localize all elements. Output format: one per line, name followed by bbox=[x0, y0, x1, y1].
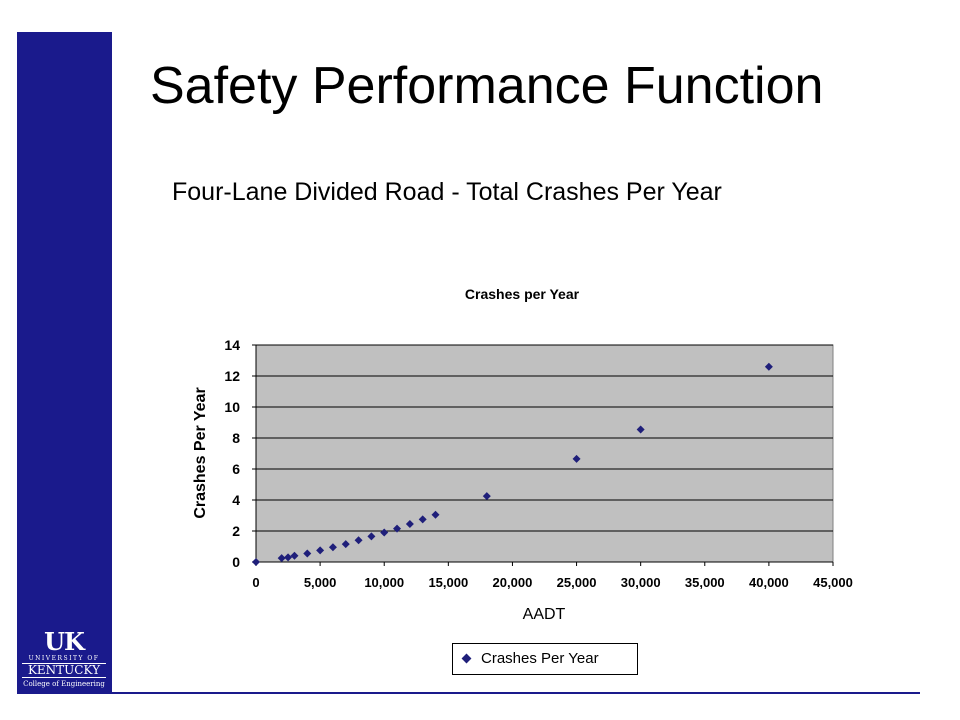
data-point bbox=[277, 554, 286, 563]
data-point bbox=[316, 546, 325, 555]
y-tick-label: 8 bbox=[232, 430, 240, 446]
slide-title: Safety Performance Function bbox=[150, 57, 824, 115]
x-tick-label: 0 bbox=[252, 575, 259, 590]
y-axis-label: Crashes Per Year bbox=[192, 387, 209, 518]
legend-diamond-icon bbox=[461, 653, 472, 664]
data-points bbox=[252, 362, 773, 566]
x-tick-label: 30,000 bbox=[621, 575, 661, 590]
x-tick-label: 35,000 bbox=[685, 575, 725, 590]
bottom-divider bbox=[96, 692, 920, 694]
logo-mark: UK bbox=[44, 627, 85, 656]
x-tick-label: 20,000 bbox=[493, 575, 533, 590]
legend-label: Crashes Per Year bbox=[481, 650, 599, 667]
data-point bbox=[290, 551, 299, 560]
data-point bbox=[418, 515, 427, 524]
y-tick-label: 10 bbox=[224, 399, 240, 415]
x-tick-label: 45,000 bbox=[813, 575, 853, 590]
plot-area bbox=[255, 344, 834, 563]
x-tick-label: 40,000 bbox=[749, 575, 789, 590]
data-point bbox=[367, 532, 376, 541]
data-point bbox=[482, 492, 491, 501]
data-point bbox=[764, 362, 773, 371]
y-tick-label: 4 bbox=[232, 492, 240, 508]
x-tick-labels: 0 5,000 10,000 15,000 20,000 25,000 30,000 35,0… bbox=[252, 575, 853, 590]
y-tick-label: 14 bbox=[224, 337, 240, 353]
data-point bbox=[431, 510, 440, 519]
y-tick-label: 0 bbox=[232, 554, 240, 570]
x-tick-label: 15,000 bbox=[428, 575, 468, 590]
data-point bbox=[341, 540, 350, 549]
left-accent-bar bbox=[17, 32, 112, 694]
grid-lines bbox=[252, 344, 834, 566]
y-tick-label: 2 bbox=[232, 523, 240, 539]
y-tick-label: 6 bbox=[232, 461, 240, 477]
data-point bbox=[393, 524, 402, 533]
logo-college: College of Engineering bbox=[23, 680, 105, 688]
data-point bbox=[354, 536, 363, 545]
logo-university-of: UNIVERSITY OF bbox=[28, 655, 100, 662]
data-point bbox=[328, 543, 337, 552]
chart-title: Crashes per Year bbox=[465, 286, 580, 302]
y-tick-labels: 0 2 4 6 8 10 12 14 bbox=[224, 337, 240, 570]
slide-subtitle: Four-Lane Divided Road - Total Crashes P… bbox=[172, 178, 722, 206]
chart-legend: Crashes Per Year bbox=[452, 643, 638, 675]
uk-logo: UK UNIVERSITY OF KENTUCKY College of Eng… bbox=[18, 630, 110, 690]
x-axis-label: AADT bbox=[523, 606, 566, 623]
logo-kentucky: KENTUCKY bbox=[22, 663, 106, 678]
x-tick-label: 10,000 bbox=[364, 575, 404, 590]
data-point bbox=[252, 558, 260, 566]
x-tick-label: 5,000 bbox=[304, 575, 337, 590]
data-point bbox=[380, 528, 389, 537]
data-point bbox=[572, 454, 581, 463]
data-point bbox=[284, 553, 293, 562]
data-point bbox=[405, 520, 414, 529]
y-tick-label: 12 bbox=[224, 368, 240, 384]
x-tick-label: 25,000 bbox=[557, 575, 597, 590]
data-point bbox=[303, 549, 312, 558]
data-point bbox=[636, 425, 645, 434]
